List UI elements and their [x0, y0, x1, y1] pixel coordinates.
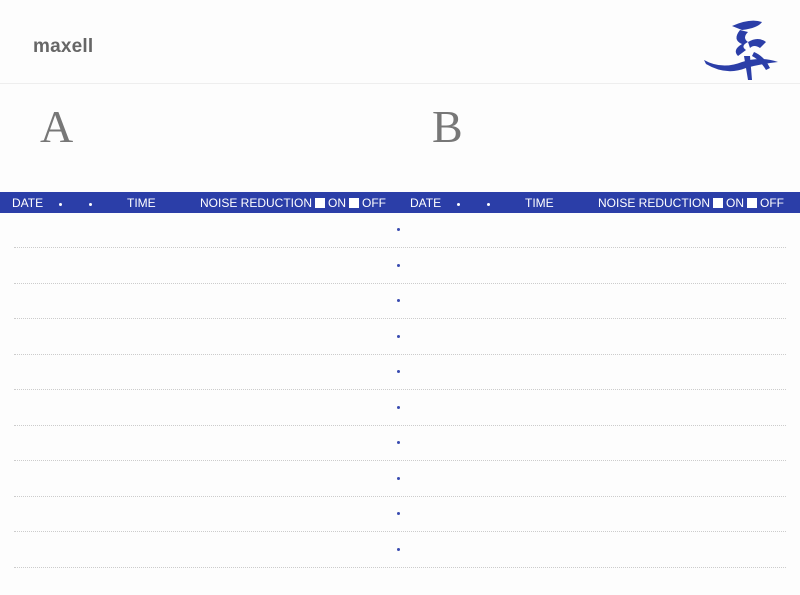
writing-line[interactable] [14, 282, 786, 284]
off-checkbox[interactable] [349, 198, 360, 208]
side-a-date-label: DATE [12, 196, 44, 210]
on-checkbox[interactable] [315, 198, 326, 208]
date-dot [59, 203, 62, 206]
on-label: ON [328, 196, 347, 210]
side-b-time-label: TIME [525, 196, 554, 210]
side-a-noise-reduction: NOISE REDUCTION ON OFF [200, 196, 386, 210]
date-dot [89, 203, 92, 206]
on-checkbox[interactable] [713, 198, 724, 208]
center-dot [397, 334, 400, 338]
side-a-label: A [40, 101, 74, 152]
center-dot [397, 547, 400, 551]
writing-line[interactable] [14, 460, 786, 461]
center-dot [397, 405, 400, 409]
noise-reduction-label: NOISE REDUCTION [598, 196, 711, 210]
side-b-date-label: DATE [410, 196, 442, 210]
writing-line[interactable] [14, 353, 786, 355]
brand-logo: maxell [33, 36, 94, 57]
date-dot [457, 203, 460, 206]
center-dot [397, 512, 400, 515]
header-bar: DATE TIME NOISE REDUCTION ON OFF DATE TIME… [0, 192, 800, 213]
writing-line[interactable] [14, 247, 786, 248]
writing-line[interactable] [14, 531, 786, 532]
calligraphy-logo-icon [704, 20, 778, 80]
writing-line[interactable] [14, 566, 786, 568]
fold-line [0, 83, 800, 84]
center-dot [397, 370, 400, 373]
off-label: OFF [760, 196, 785, 210]
off-label: OFF [362, 196, 387, 210]
center-dot [397, 263, 400, 267]
center-dot [397, 228, 400, 231]
writing-line[interactable] [14, 424, 786, 426]
writing-line[interactable] [14, 495, 786, 497]
side-b-noise-reduction: NOISE REDUCTION ON OFF [598, 196, 784, 210]
writing-line[interactable] [14, 318, 786, 319]
date-dot [487, 203, 490, 206]
off-checkbox[interactable] [747, 198, 758, 208]
center-dot [397, 441, 400, 444]
noise-reduction-label: NOISE REDUCTION [200, 196, 313, 210]
on-label: ON [726, 196, 745, 210]
center-dot [397, 299, 400, 302]
center-dot [397, 476, 400, 480]
side-b-label: B [432, 101, 463, 152]
side-a-time-label: TIME [127, 196, 156, 210]
writing-line[interactable] [14, 389, 786, 390]
